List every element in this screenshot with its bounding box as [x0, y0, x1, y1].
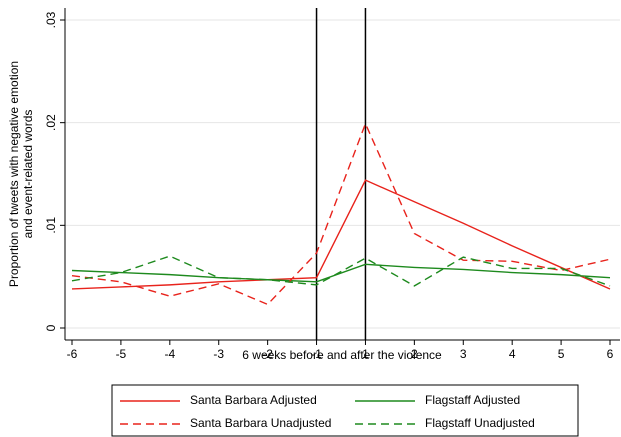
x-tick-label: -4 [164, 347, 175, 361]
x-tick-label: -1 [311, 347, 322, 361]
legend-label: Flagstaff Unadjusted [425, 416, 535, 430]
legend-label: Santa Barbara Adjusted [190, 393, 317, 407]
y-tick-label: .02 [44, 114, 58, 131]
x-tick-label: 6 [607, 347, 614, 361]
y-tick-label: 0 [44, 324, 58, 331]
x-tick-label: 2 [411, 347, 418, 361]
legend-label: Santa Barbara Unadjusted [190, 416, 331, 430]
y-tick-label: .03 [44, 11, 58, 28]
data-line [71, 263, 611, 283]
data-line [71, 255, 611, 287]
x-tick-label: -3 [213, 347, 224, 361]
x-tick-label: 5 [558, 347, 565, 361]
data-line [71, 121, 611, 306]
x-tick-label: 1 [362, 347, 369, 361]
x-axis-label: 6 weeks before and after the violence [242, 348, 442, 362]
x-tick-label: -2 [262, 347, 273, 361]
x-tick-label: 3 [460, 347, 467, 361]
y-axis-label-line: and event-related words [21, 110, 35, 239]
y-axis-label: Proportion of tweets with negative emoti… [7, 61, 35, 287]
y-axis-label-line: Proportion of tweets with negative emoti… [7, 61, 21, 287]
data-line [71, 179, 611, 290]
x-tick-label: -5 [116, 347, 127, 361]
x-tick-label: 4 [509, 347, 516, 361]
y-tick-label: .01 [44, 217, 58, 234]
legend-label: Flagstaff Adjusted [425, 393, 520, 407]
legend-box [111, 384, 579, 437]
x-tick-label: -6 [67, 347, 78, 361]
